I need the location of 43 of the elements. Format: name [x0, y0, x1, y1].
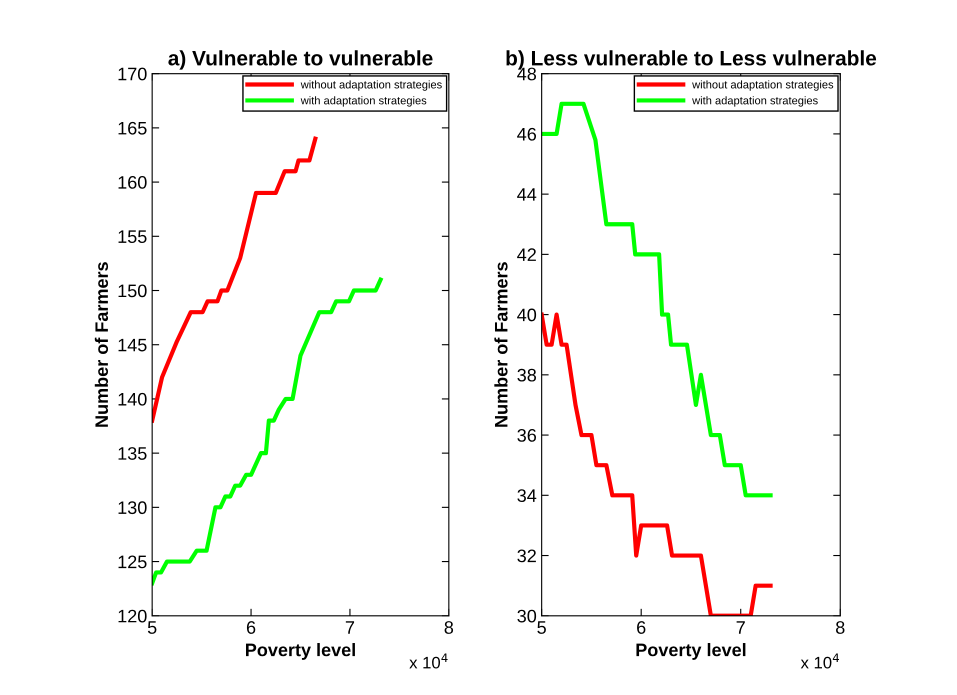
y-tick-label: 125	[118, 555, 147, 568]
legend-label: with adaptation strategies	[300, 96, 426, 107]
x-axis-title: Poverty level	[246, 643, 355, 660]
y-tick-label: 150	[118, 284, 147, 298]
line-series	[542, 312, 773, 616]
y-tick-label: 32	[517, 549, 536, 562]
x-tick-label: 8	[836, 621, 844, 634]
y-tick-label: 38	[517, 368, 536, 382]
y-tick-label: 170	[118, 68, 147, 80]
x-tick-label: 6	[637, 621, 646, 634]
text: x 10$^{4}$	[800, 654, 840, 669]
y-tick-label: 165	[118, 122, 147, 135]
y-tick-label: 155	[118, 230, 147, 244]
y-tick-label: 120	[118, 610, 147, 622]
x-tick-label: 7	[736, 621, 745, 634]
legend-label: without adaptation strategies	[300, 80, 442, 91]
x-tick-label: 8	[444, 621, 454, 634]
y-tick-label: 46	[517, 128, 536, 141]
y-tick-label: 42	[517, 248, 536, 261]
x-tick-label: 6	[246, 621, 256, 634]
line-series	[152, 278, 383, 586]
chart-title: a) Vulnerable to vulnerable	[168, 50, 433, 70]
y-tick-label: 44	[517, 188, 536, 201]
y-tick-label: 48	[517, 68, 536, 80]
y-tick-label: 160	[118, 176, 147, 189]
y-tick-label: 140	[118, 392, 147, 406]
legend-label: without adaptation strategies	[692, 80, 834, 91]
x-axis-title: Poverty level	[636, 643, 746, 660]
y-tick-label: 135	[118, 447, 147, 460]
y-tick-label: 40	[517, 308, 536, 322]
y-tick-label: 130	[118, 501, 147, 514]
x-tick-label: 7	[346, 621, 354, 634]
y-tick-label: 145	[118, 338, 147, 352]
y-tick-label: 30	[517, 610, 536, 622]
y-axis-title: Number of Farmers	[494, 262, 508, 427]
y-axis-title: Number of Farmers	[94, 262, 108, 427]
y-tick-label: 36	[517, 429, 536, 442]
y-tick-label: 34	[517, 489, 536, 502]
line-series	[152, 136, 318, 423]
legend-label: with adaptation strategies	[692, 96, 818, 107]
text: x 10$^{4}$	[409, 654, 448, 669]
x-tick-label: 5	[537, 621, 546, 634]
x-tick-label: 5	[148, 621, 156, 634]
